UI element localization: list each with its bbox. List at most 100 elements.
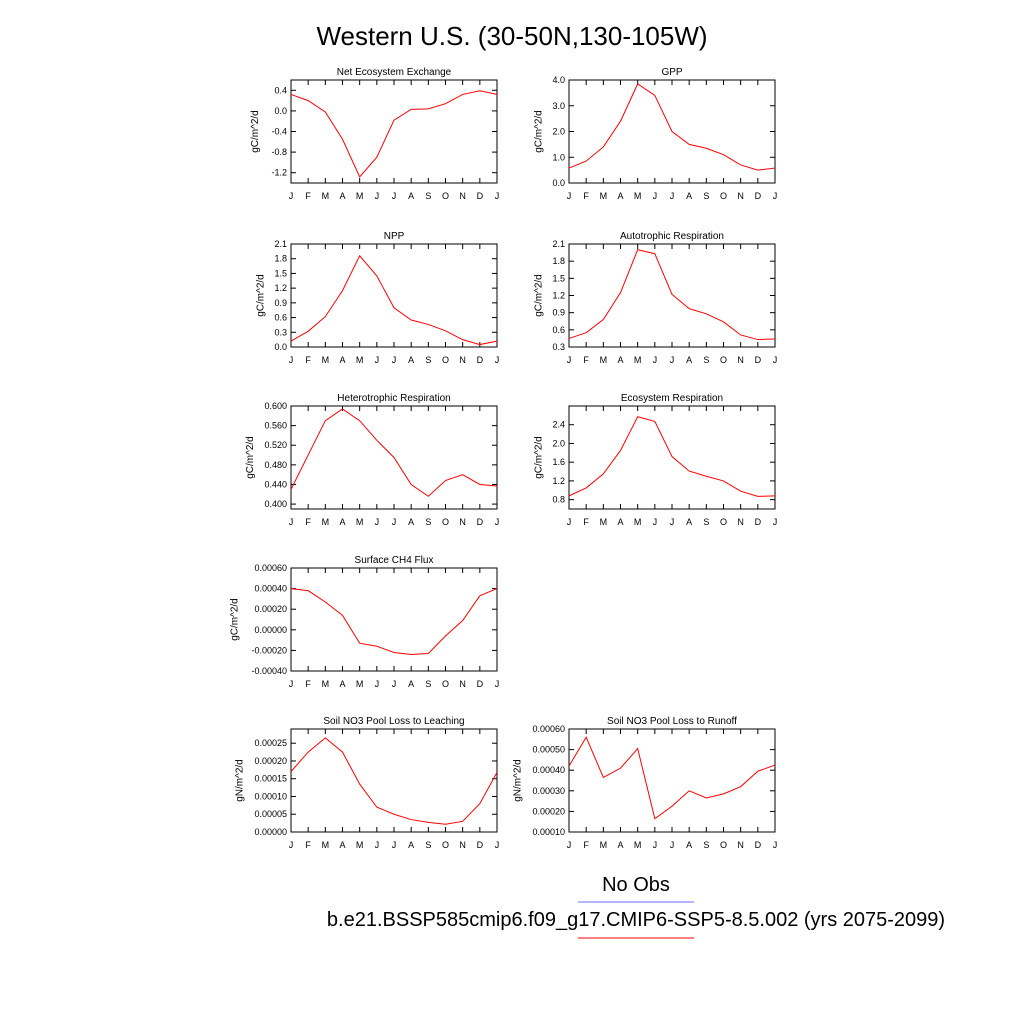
x-tick-label: J xyxy=(375,191,380,201)
y-axis-label: gC/m^2/d xyxy=(245,436,256,479)
x-tick-label: J xyxy=(495,191,500,201)
panel-title: Ecosystem Respiration xyxy=(621,393,723,404)
x-tick-label: D xyxy=(755,517,762,527)
y-tick-label: 1.5 xyxy=(552,273,565,283)
y-tick-label: 0.00000 xyxy=(254,625,287,635)
x-tick-label: A xyxy=(686,517,692,527)
x-tick-label: O xyxy=(442,679,449,689)
x-tick-label: O xyxy=(720,517,727,527)
x-tick-label: N xyxy=(459,840,466,850)
x-tick-label: N xyxy=(737,517,744,527)
y-tick-label: 0.9 xyxy=(274,298,287,308)
x-tick-label: A xyxy=(686,191,692,201)
y-tick-label: 1.8 xyxy=(274,254,287,264)
x-tick-label: O xyxy=(720,840,727,850)
x-tick-label: J xyxy=(289,191,294,201)
y-tick-label: 4.0 xyxy=(552,75,565,85)
x-tick-label: S xyxy=(425,517,431,527)
x-tick-label: S xyxy=(703,355,709,365)
x-tick-label: A xyxy=(339,840,345,850)
y-tick-label: 0.560 xyxy=(264,421,287,431)
x-tick-label: A xyxy=(339,679,345,689)
y-axis-label: gC/m^2/d xyxy=(250,110,261,153)
y-tick-label: -1.2 xyxy=(271,168,287,178)
x-tick-label: M xyxy=(600,355,608,365)
x-tick-label: J xyxy=(670,517,675,527)
y-tick-label: -0.8 xyxy=(271,147,287,157)
x-tick-label: F xyxy=(305,355,311,365)
x-tick-label: F xyxy=(305,679,311,689)
x-tick-label: J xyxy=(392,191,397,201)
x-tick-label: A xyxy=(617,191,623,201)
x-tick-label: F xyxy=(583,840,589,850)
x-tick-label: A xyxy=(339,191,345,201)
y-tick-label: 1.2 xyxy=(274,283,287,293)
x-tick-label: M xyxy=(322,191,330,201)
x-tick-label: S xyxy=(703,840,709,850)
x-tick-label: J xyxy=(670,840,675,850)
x-tick-label: S xyxy=(703,191,709,201)
y-tick-label: 2.0 xyxy=(552,438,565,448)
x-tick-label: J xyxy=(567,517,572,527)
y-tick-label: 1.0 xyxy=(552,152,565,162)
y-tick-label: 0.0 xyxy=(274,106,287,116)
x-tick-label: J xyxy=(392,517,397,527)
x-tick-label: N xyxy=(737,191,744,201)
x-tick-label: N xyxy=(737,840,744,850)
y-tick-label: -0.00040 xyxy=(251,666,287,676)
x-tick-label: J xyxy=(375,355,380,365)
x-tick-label: O xyxy=(442,355,449,365)
y-tick-label: 0.3 xyxy=(552,342,565,352)
y-tick-label: 0.00000 xyxy=(254,827,287,837)
x-tick-label: J xyxy=(375,840,380,850)
x-tick-label: J xyxy=(670,191,675,201)
x-tick-label: M xyxy=(356,840,364,850)
x-tick-label: M xyxy=(356,191,364,201)
x-tick-label: F xyxy=(305,840,311,850)
x-tick-label: J xyxy=(289,517,294,527)
y-tick-label: 0.00015 xyxy=(254,774,287,784)
x-tick-label: A xyxy=(617,840,623,850)
figure-title: Western U.S. (30-50N,130-105W) xyxy=(316,21,707,51)
x-tick-label: J xyxy=(653,840,658,850)
x-tick-label: N xyxy=(459,679,466,689)
x-tick-label: J xyxy=(773,355,778,365)
y-tick-label: 0.00040 xyxy=(254,584,287,594)
x-tick-label: A xyxy=(339,355,345,365)
panel-title: Net Ecosystem Exchange xyxy=(337,67,452,78)
y-tick-label: 0.00010 xyxy=(532,827,565,837)
x-tick-label: J xyxy=(375,517,380,527)
x-tick-label: F xyxy=(305,191,311,201)
y-tick-label: 1.8 xyxy=(552,256,565,266)
y-tick-label: 0.00025 xyxy=(254,738,287,748)
x-tick-label: S xyxy=(425,840,431,850)
plot-frame xyxy=(290,728,498,833)
y-tick-label: 0.00005 xyxy=(254,809,287,819)
y-tick-label: -0.00020 xyxy=(251,645,287,655)
x-tick-label: F xyxy=(583,517,589,527)
x-tick-label: S xyxy=(425,355,431,365)
panel-title: Soil NO3 Pool Loss to Leaching xyxy=(323,716,464,727)
x-tick-label: J xyxy=(289,840,294,850)
y-axis-label: gC/m^2/d xyxy=(255,274,266,317)
x-tick-label: J xyxy=(495,679,500,689)
x-tick-label: A xyxy=(339,517,345,527)
x-tick-label: J xyxy=(567,191,572,201)
x-tick-label: F xyxy=(583,191,589,201)
x-tick-label: O xyxy=(720,191,727,201)
y-axis-label: gN/m^2/d xyxy=(513,759,524,802)
panel-title: NPP xyxy=(384,231,405,242)
series-line xyxy=(568,416,776,497)
y-tick-label: 1.2 xyxy=(552,476,565,486)
x-tick-label: D xyxy=(755,840,762,850)
series-line xyxy=(568,83,776,171)
y-tick-label: 0.00010 xyxy=(254,791,287,801)
series-line xyxy=(290,408,498,497)
y-axis-label: gC/m^2/d xyxy=(533,274,544,317)
y-tick-label: 3.0 xyxy=(552,101,565,111)
